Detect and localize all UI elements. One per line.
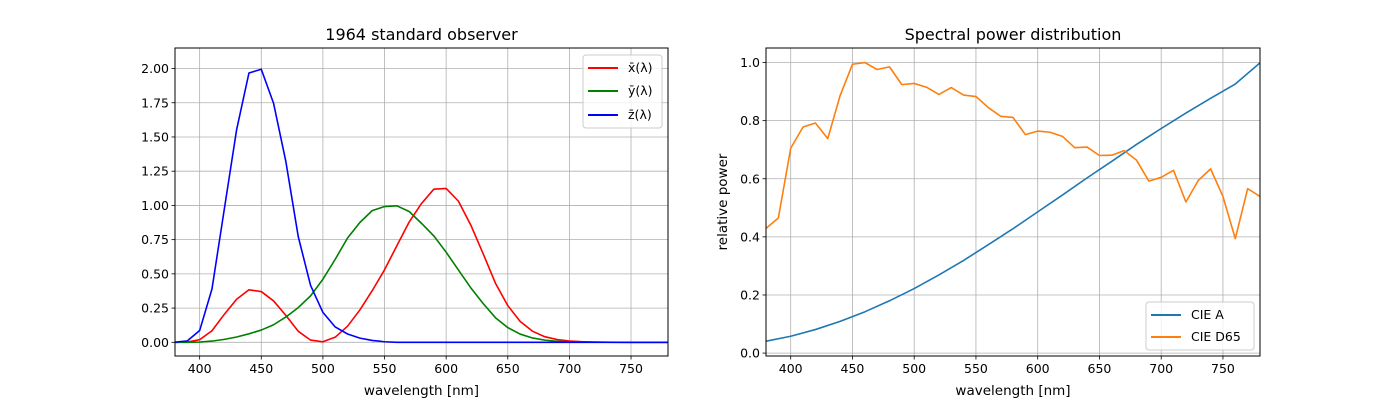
x-tick-label: 450	[249, 361, 273, 376]
y-ticks: 0.0 0.2 0.4 0.6 0.8 1.0	[740, 55, 766, 361]
y-tick-label: 0.50	[141, 266, 169, 281]
series-lines	[766, 61, 1260, 342]
legend-label: z̄(λ)	[628, 107, 652, 122]
y-tick-label: 1.25	[141, 164, 169, 179]
legend: x̄(λ) ȳ(λ) z̄(λ)	[582, 54, 663, 129]
series-line	[175, 68, 668, 344]
series-line	[766, 62, 1260, 342]
plot-frame	[174, 47, 669, 357]
y-tick-label: 1.75	[141, 95, 169, 110]
x-tick-label: 650	[496, 361, 520, 376]
spd-chart: Spectral power distribution wavelength […	[715, 25, 1261, 399]
legend-box	[582, 54, 663, 129]
x-axis-label: wavelength [nm]	[955, 383, 1070, 399]
y-tick-label: 1.50	[141, 129, 169, 144]
legend-label: CIE A	[1191, 307, 1224, 322]
y-tick-label: 0.00	[141, 335, 169, 350]
legend: CIE A CIE D65	[1145, 301, 1255, 351]
series-lines	[175, 68, 668, 344]
x-tick-label: 400	[779, 361, 803, 376]
plot-frame	[765, 47, 1261, 357]
y-tick-label: 0.25	[141, 301, 169, 316]
y-tick-label: 0.2	[740, 287, 760, 302]
x-tick-label: 650	[1088, 361, 1112, 376]
y-tick-label: 2.00	[141, 61, 169, 76]
x-tick-label: 550	[373, 361, 397, 376]
x-tick-label: 700	[557, 361, 581, 376]
y-tick-label: 1.0	[740, 55, 760, 70]
x-tick-label: 500	[311, 361, 335, 376]
y-tick-label: 0.4	[740, 229, 760, 244]
legend-label: ȳ(λ)	[628, 83, 653, 98]
y-tick-label: 0.6	[740, 171, 760, 186]
y-tick-label: 0.8	[740, 113, 760, 128]
chart-title: Spectral power distribution	[905, 25, 1122, 44]
x-tick-label: 600	[434, 361, 458, 376]
x-tick-label: 450	[841, 361, 865, 376]
x-tick-label: 750	[619, 361, 643, 376]
legend-label: CIE D65	[1191, 329, 1241, 344]
y-tick-label: 1.00	[141, 198, 169, 213]
chart-title: 1964 standard observer	[325, 25, 518, 44]
y-axis-label: relative power	[715, 153, 731, 250]
x-axis-label: wavelength [nm]	[364, 383, 479, 399]
x-tick-label: 550	[964, 361, 988, 376]
grid	[766, 48, 1260, 356]
x-ticks: 400 450 500 550 600 650 700 750	[779, 356, 1235, 376]
series-line	[766, 61, 1260, 240]
observer-chart: 1964 standard observer wavelength [nm] 4…	[141, 25, 669, 399]
x-tick-label: 600	[1026, 361, 1050, 376]
x-tick-label: 750	[1211, 361, 1235, 376]
y-ticks: 0.00 0.25 0.50 0.75 1.00 1.25 1.50 1.75 2.00	[141, 61, 175, 350]
x-tick-label: 400	[188, 361, 212, 376]
y-tick-label: 0.0	[740, 346, 760, 361]
legend-label: x̄(λ)	[628, 60, 653, 75]
x-ticks: 400 450 500 550 600 650 700 750	[188, 356, 643, 376]
x-tick-label: 700	[1149, 361, 1173, 376]
x-tick-label: 500	[902, 361, 926, 376]
y-tick-label: 0.75	[141, 232, 169, 247]
